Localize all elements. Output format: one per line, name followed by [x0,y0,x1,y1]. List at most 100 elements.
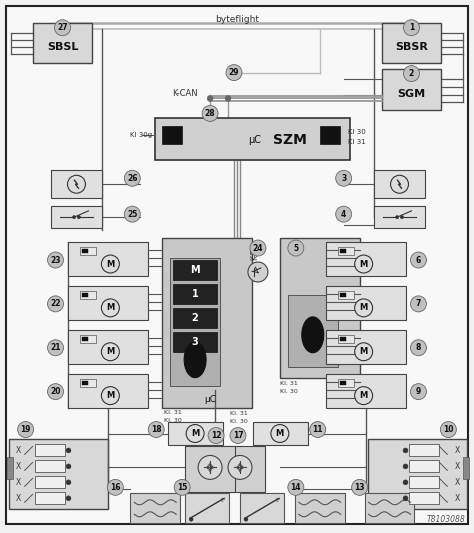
Text: 1: 1 [409,23,414,32]
Circle shape [336,206,352,222]
Circle shape [66,496,71,501]
Bar [340,337,346,341]
Circle shape [352,479,368,495]
Text: Kl 31: Kl 31 [347,139,365,146]
Circle shape [310,422,326,438]
Circle shape [410,296,427,312]
Circle shape [55,20,71,36]
Circle shape [186,425,204,442]
Circle shape [288,479,304,495]
Circle shape [73,216,75,219]
Circle shape [208,427,224,443]
Text: SBSR: SBSR [395,42,428,52]
Circle shape [403,464,408,469]
Bar [326,286,405,320]
Bar [326,242,405,276]
Circle shape [355,386,373,405]
Bar [81,378,96,386]
Circle shape [336,170,352,186]
Bar [463,457,469,479]
Bar [82,249,89,253]
Text: K-CAN: K-CAN [173,89,198,98]
Circle shape [47,340,64,356]
Circle shape [47,296,64,312]
Text: μC: μC [204,395,216,404]
Bar [340,381,346,385]
Circle shape [355,299,373,317]
Bar [337,335,354,343]
Text: X: X [455,494,460,503]
Circle shape [403,66,419,82]
Text: SZM: SZM [273,133,307,147]
Text: 28: 28 [205,109,215,118]
Circle shape [189,517,193,521]
Bar [340,249,346,253]
Bar [374,206,426,228]
Bar [240,494,284,523]
Text: Kl 30g: Kl 30g [130,132,152,139]
Bar [7,457,13,479]
Text: 7: 7 [416,300,421,309]
Text: X: X [16,494,21,503]
Text: 6: 6 [416,255,421,264]
Text: 5: 5 [293,244,299,253]
Bar [162,126,182,144]
Text: M: M [191,429,199,438]
Ellipse shape [184,342,206,378]
Bar [69,330,148,364]
Bar [410,461,439,472]
Bar [253,422,308,446]
Circle shape [47,252,64,268]
Bar [185,447,235,492]
Text: 15: 15 [177,483,187,492]
Bar [51,170,102,198]
Bar [155,118,350,160]
Circle shape [174,479,190,495]
Circle shape [391,175,409,193]
Text: M: M [106,391,115,400]
Circle shape [101,299,119,317]
Text: byteflight: byteflight [215,15,259,24]
Bar [69,286,148,320]
Circle shape [401,216,403,219]
Bar [173,284,217,304]
Text: 29: 29 [229,68,239,77]
Text: Kl. 31: Kl. 31 [230,411,248,416]
Circle shape [403,480,408,485]
Bar [130,494,180,523]
Text: 2: 2 [409,69,414,78]
Circle shape [288,240,304,256]
Bar [295,494,345,523]
Bar [320,126,340,144]
Circle shape [410,340,427,356]
Bar [280,238,360,378]
Bar [326,330,405,364]
Text: 13: 13 [355,483,365,492]
Bar [173,308,217,328]
Circle shape [198,455,222,479]
Text: Kl 30: Kl 30 [347,130,365,135]
Text: 21: 21 [50,343,61,352]
Text: 12: 12 [211,431,221,440]
Bar [9,440,109,510]
Text: Kl. 31: Kl. 31 [164,410,182,415]
Bar [51,206,102,228]
Bar [173,260,217,280]
Text: M: M [359,303,368,312]
Bar [69,374,148,408]
Bar [185,494,229,523]
Bar [326,374,405,408]
Text: μC: μC [248,135,262,146]
Bar [81,247,96,255]
Bar [374,170,426,198]
Circle shape [271,425,289,442]
Text: X: X [455,478,460,487]
Circle shape [355,343,373,361]
Bar [33,23,92,62]
Circle shape [108,479,123,495]
Circle shape [410,252,427,268]
Text: X: X [16,462,21,471]
Text: 17: 17 [233,431,243,440]
Circle shape [148,422,164,438]
Text: 19: 19 [20,425,31,434]
